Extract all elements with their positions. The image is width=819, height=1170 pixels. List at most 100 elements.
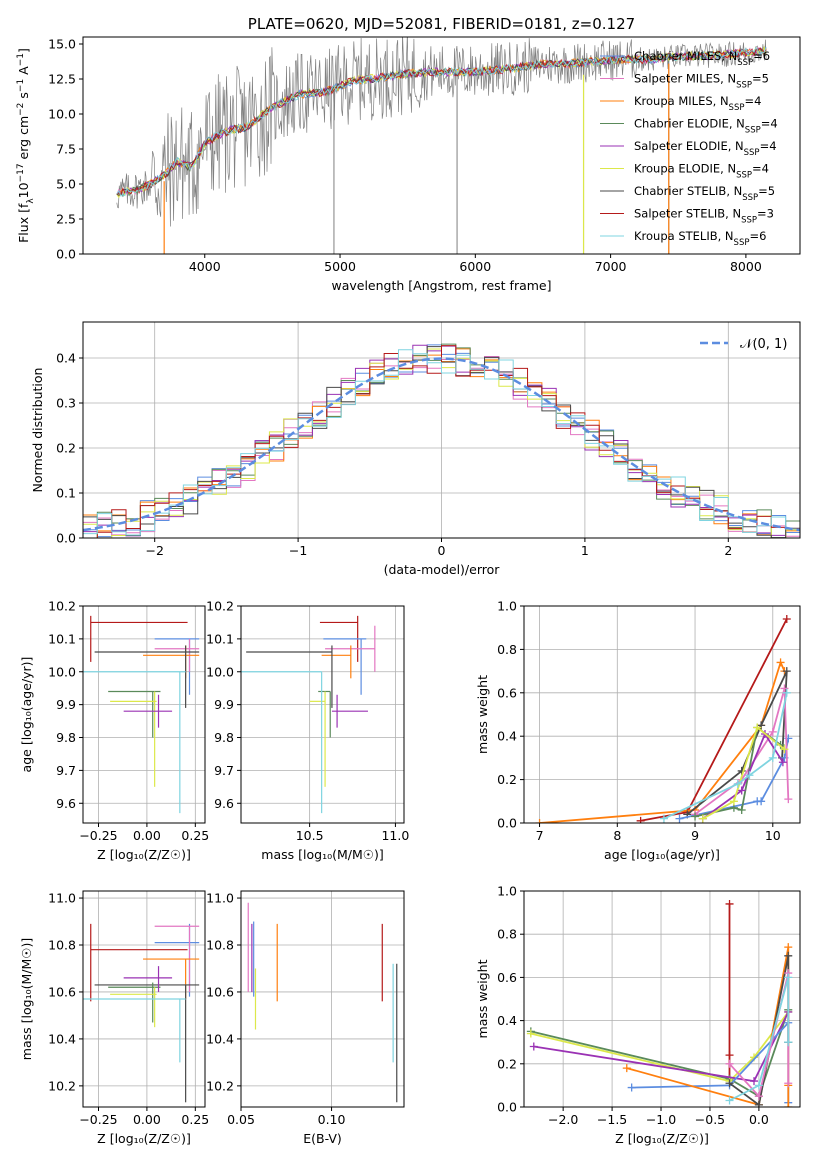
panel-4: 10.5 11.0 9.6 9.7 9.8 9.9 10.0 10.1 10.2 mass [lo…	[206, 599, 409, 863]
model-spectrum-line	[116, 45, 767, 199]
mass-weight-point	[754, 1092, 763, 1101]
y-tick-label: 10.4	[48, 1031, 76, 1046]
y-tick-label: 11.0	[48, 891, 76, 906]
y-tick-label: 10.8	[48, 938, 76, 953]
mass-weight-point	[782, 615, 791, 624]
mass-weight-point	[778, 758, 787, 767]
legend-label-sub: SSP	[737, 58, 753, 68]
x-tick-label: 0.00	[133, 828, 161, 843]
mass-weight-point	[698, 814, 707, 823]
legend-label: Kroupa MILES, NSSP=4	[634, 94, 761, 113]
legend-label-main: Chabrier STELIB, N	[634, 184, 742, 198]
y-axis-label-part: A	[16, 66, 31, 79]
x-tick-label: −0.5	[695, 1112, 725, 1127]
legend-label-main: Kroupa STELIB, N	[634, 229, 734, 243]
mass-weight-point	[526, 1029, 535, 1038]
x-tick-label: 7	[536, 828, 544, 843]
x-tick-label: 0.25	[181, 828, 209, 843]
y-tick-label: 1.0	[497, 884, 517, 899]
x-tick-label: 0.00	[133, 1112, 161, 1127]
x-tick-label: −1.5	[597, 1112, 627, 1127]
y-tick-label: 10.0	[48, 664, 76, 679]
y-tick-label: 9.9	[56, 697, 76, 712]
y-tick-label: 0.0	[56, 531, 76, 546]
y-tick-label: 9.7	[56, 763, 76, 778]
mass-weight-point	[725, 1079, 734, 1088]
mass-weight-point	[737, 805, 746, 814]
y-tick-label: 10.6	[48, 984, 76, 999]
legend-label: Chabrier MILES, NSSP=6	[634, 49, 770, 68]
mass-weight-point	[784, 795, 793, 804]
error-bar	[94, 645, 200, 708]
x-tick-label: 0.25	[181, 1112, 209, 1127]
y-tick-label: 0.4	[497, 729, 517, 744]
mass-weight-point	[535, 819, 544, 823]
x-tick-label: 6000	[459, 259, 491, 274]
x-tick-label: 10.5	[296, 828, 324, 843]
error-bar	[110, 987, 157, 1028]
mass-weight-point	[757, 797, 766, 806]
legend-label-main: Salpeter ELODIE, N	[634, 139, 744, 153]
legend-label-tail: =6	[753, 49, 770, 63]
error-bar	[154, 923, 200, 997]
mass-weight-point	[753, 723, 762, 732]
plot-area	[83, 615, 200, 814]
legend-label-main: Salpeter MILES, N	[634, 72, 736, 86]
y-axis-label-part: −2	[16, 103, 26, 116]
mass-weight-point	[768, 753, 777, 762]
mass-weight-point	[768, 727, 777, 736]
x-tick-label: −1.0	[646, 1112, 676, 1127]
grid	[240, 891, 404, 1107]
legend-label-tail: =4	[744, 94, 761, 108]
legend-label-tail: =5	[758, 184, 775, 198]
mass-weight-point	[659, 814, 668, 823]
error-bar	[108, 690, 161, 738]
y-tick-label: 10.0	[48, 107, 76, 122]
y-axis-label-part: −1	[16, 79, 26, 92]
x-axis-label: wavelength [Angstrom, rest frame]	[331, 278, 551, 293]
y-tick-label: 0.6	[497, 970, 517, 985]
legend-label-main: Kroupa MILES, N	[634, 94, 729, 108]
mass-weight-point	[725, 1096, 734, 1105]
mass-weight-point	[780, 745, 789, 754]
y-tick-label: 10.0	[206, 664, 234, 679]
panel-5: 7 8 9 10 0.0 0.2 0.4 0.6 0.8 1.0 age [log₁₀(age/yr…	[475, 599, 801, 862]
legend-label: Salpeter ELODIE, NSSP=4	[634, 139, 777, 158]
y-tick-label: 9.9	[214, 697, 234, 712]
x-axis-label: mass [log₁₀(M/M☉)]	[261, 847, 383, 862]
y-axis-label: Flux [fλ10−17 erg cm−2 s−1 A−1]	[16, 48, 36, 243]
x-tick-label: −0.25	[79, 828, 117, 843]
mass-weight-line	[702, 732, 784, 820]
y-axis-label: mass weight	[475, 959, 490, 1038]
plot-area	[241, 615, 376, 814]
mass-weight-line	[539, 659, 786, 823]
x-axis-label: Z [log₁₀(Z/Z☉)]	[97, 1131, 191, 1146]
error-bar	[309, 691, 326, 787]
legend-label-sub: SSP	[734, 238, 750, 248]
legend-label-main: Chabrier ELODIE, N	[634, 117, 745, 131]
y-axis-label: mass [log₁₀(M/M☉)]	[19, 938, 34, 1060]
y-tick-label: 0.6	[497, 685, 517, 700]
y-tick-label: 2.5	[56, 212, 76, 227]
error-bar	[123, 966, 173, 992]
y-tick-label: 12.5	[48, 72, 76, 87]
legend-label-sub: SSP	[745, 126, 761, 136]
error-bar	[331, 694, 368, 728]
mass-weight-point	[782, 667, 791, 676]
y-tick-label: 9.6	[56, 796, 76, 811]
x-tick-label: 0.0	[749, 1112, 769, 1127]
plot-area	[116, 37, 767, 254]
x-tick-label: 4000	[189, 259, 221, 274]
axes-frame	[82, 890, 206, 1108]
mass-weight-point	[750, 1077, 758, 1086]
grid	[524, 605, 800, 824]
plot-area	[83, 923, 200, 1103]
y-axis-label: age [log₁₀(age/yr)]	[19, 657, 34, 773]
y-axis-label-part: s	[16, 92, 31, 103]
legend-label-sub: SSP	[742, 193, 758, 203]
grid	[241, 605, 404, 823]
x-axis-label: (data-model)/error	[384, 562, 501, 577]
y-tick-label: 9.8	[56, 730, 76, 745]
y-tick-label: 0.2	[497, 1056, 517, 1071]
